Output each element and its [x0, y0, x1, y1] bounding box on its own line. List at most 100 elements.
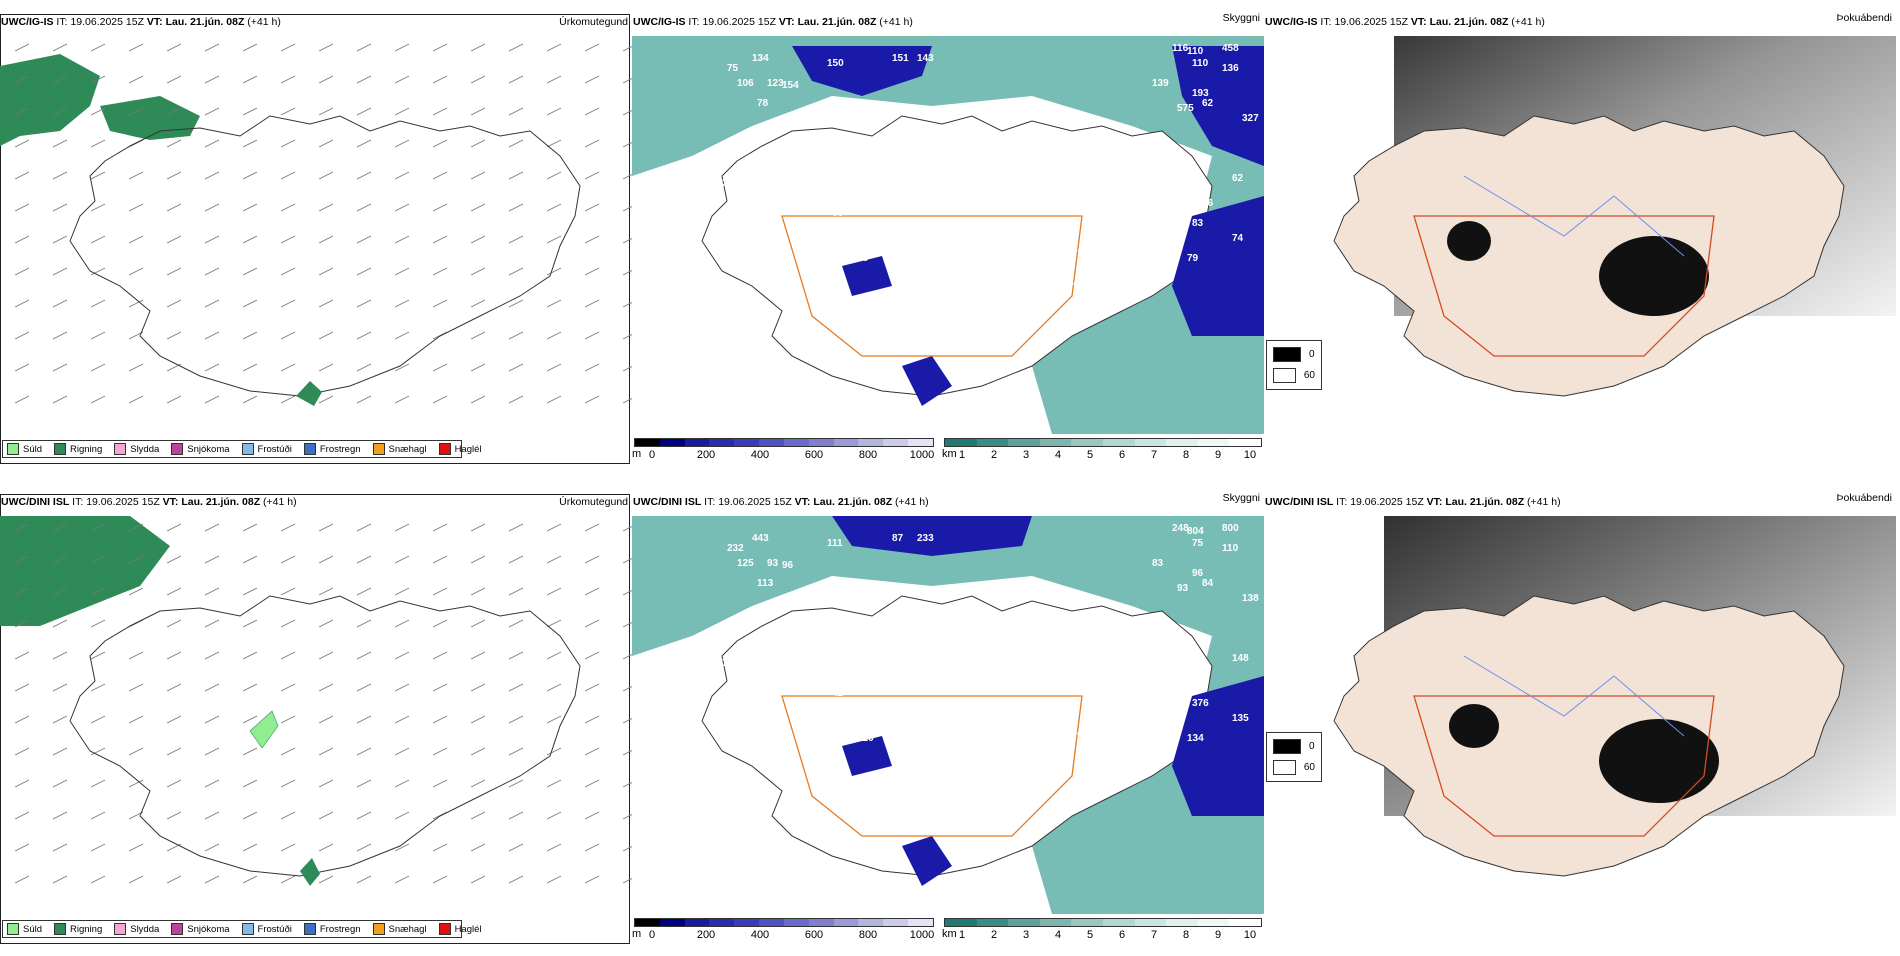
wind-barb: [128, 747, 144, 756]
colorbar-segment: [709, 439, 735, 446]
cloud-panel-bottom: UWC/DINI ISL IT: 19.06.2025 15Z VT: Lau.…: [632, 492, 1264, 956]
wind-barb: [356, 107, 372, 116]
wind-barb: [508, 395, 524, 404]
wind-barb: [128, 523, 144, 532]
wind-barb: [394, 107, 410, 116]
wind-barb: [470, 587, 486, 596]
wind-barb: [90, 107, 106, 116]
wind-barb: [318, 747, 334, 756]
wind-barb: [546, 331, 562, 340]
wind-barb: [394, 555, 410, 564]
wind-barb: [394, 43, 410, 52]
wind-barb: [546, 875, 562, 884]
colorbar-tick-label: 1: [958, 449, 966, 461]
colorbar-tick-label: 9: [1214, 929, 1222, 941]
wind-barb: [318, 75, 334, 84]
wind-barb: [166, 555, 182, 564]
colorbar-tick-label: 5: [1086, 929, 1094, 941]
wind-barb: [204, 555, 220, 564]
wind-barb: [52, 875, 68, 884]
wind-barb: [204, 267, 220, 276]
colorbar-segment: [1102, 919, 1135, 926]
colorbar-segment: [833, 919, 859, 926]
colorbar-segment: [1071, 439, 1103, 446]
wind-barb: [242, 363, 258, 372]
legend-item: Súld: [7, 923, 42, 935]
iceland-land: [1333, 115, 1845, 397]
cloud-base-label: 42: [832, 688, 844, 699]
colorbar-segment: [1008, 919, 1040, 926]
it-label: IT:: [704, 496, 716, 508]
wind-barb: [204, 747, 220, 756]
colorbar-strip: [944, 918, 1262, 927]
colorbar-tick-label: 1000: [909, 449, 935, 461]
wind-barb: [356, 267, 372, 276]
fog-patch: [1449, 704, 1499, 748]
wind-barb: [356, 75, 372, 84]
wind-barb: [394, 843, 410, 852]
wind-barb: [242, 523, 258, 532]
wind-barb: [432, 267, 448, 276]
wind-barb: [470, 619, 486, 628]
iceland-land: [701, 595, 1213, 877]
colorbar-segment: [908, 919, 933, 926]
wind-barb: [356, 619, 372, 628]
colorbar-segment: [808, 439, 834, 446]
wind-barb: [470, 75, 486, 84]
low-cloud-area: [902, 356, 952, 406]
wind-barb: [14, 363, 30, 372]
wind-barb: [204, 587, 220, 596]
fog-map: [1264, 516, 1896, 914]
wind-barb: [52, 683, 68, 692]
wind-barb: [470, 651, 486, 660]
wind-barb: [280, 779, 296, 788]
cloud-base-label: 214: [1062, 278, 1079, 289]
wind-barb: [546, 651, 562, 660]
colorbar-tick-label: 400: [750, 449, 770, 461]
wind-barb: [14, 587, 30, 596]
wind-barb: [90, 555, 106, 564]
wind-barb: [394, 235, 410, 244]
wind-barb: [318, 267, 334, 276]
wind-barb: [394, 523, 410, 532]
wind-barb: [622, 781, 632, 788]
colorbar-tick-label: 200: [696, 449, 716, 461]
wind-barb: [128, 555, 144, 564]
wind-barb: [394, 619, 410, 628]
road-network: [781, 215, 1083, 357]
wind-barb: [14, 203, 30, 212]
wind-barb: [508, 75, 524, 84]
colorbar-segment: [659, 919, 685, 926]
wind-barb: [508, 299, 524, 308]
colorbar-tick-label: 2: [990, 449, 998, 461]
fog-patch: [1447, 221, 1491, 261]
wind-barb: [584, 331, 600, 340]
wind-barb: [356, 747, 372, 756]
wind-barb: [318, 779, 334, 788]
wind-barb: [166, 203, 182, 212]
legend-item: Frostúði: [241, 923, 292, 935]
wind-barb: [394, 811, 410, 820]
wind-barb: [204, 235, 220, 244]
low-cloud-area: [1172, 46, 1264, 166]
cloud-base-label: 79: [1187, 253, 1199, 264]
wind-barb: [394, 747, 410, 756]
wind-barb: [584, 171, 600, 180]
wind-barb: [14, 267, 30, 276]
cloud-base-label: 443: [752, 533, 769, 544]
road-network: [1413, 695, 1715, 837]
wind-barb: [318, 715, 334, 724]
wind-barb: [356, 843, 372, 852]
wind-barb: [52, 555, 68, 564]
wind-barb: [166, 683, 182, 692]
wind-barb: [14, 555, 30, 564]
wind-barb: [128, 843, 144, 852]
wind-barb: [166, 587, 182, 596]
legend-swatch: [438, 443, 451, 455]
wind-barb: [128, 203, 144, 212]
wind-barb: [546, 139, 562, 148]
wind-barb: [432, 75, 448, 84]
low-cloud-area: [842, 736, 892, 776]
wind-barb: [318, 331, 334, 340]
wind-barb: [14, 843, 30, 852]
